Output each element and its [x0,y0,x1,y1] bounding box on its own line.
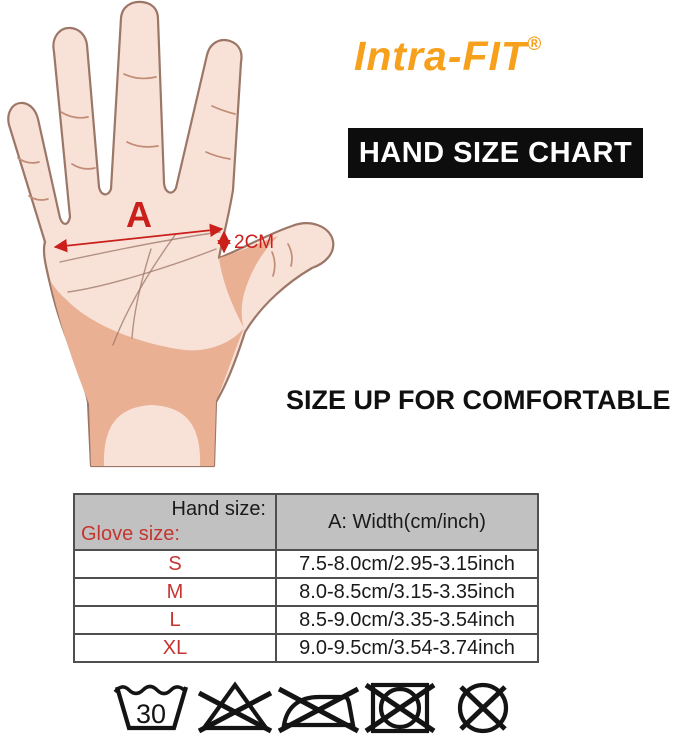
hand-shading [50,236,278,466]
glove-size-label: Glove size: [81,523,180,545]
wash-30-icon: 30 [113,684,189,731]
width-range-value: 8.5-9.0cm/3.35-3.54inch [275,605,539,635]
hand-size-label: Hand size: [171,498,267,520]
registered-trademark-icon: ® [526,34,541,55]
size-table: Hand size: Glove size: A: Width(cm/inch)… [73,493,539,663]
glove-size-value: S [73,549,277,579]
wash-temp: 30 [136,699,166,729]
table-row-l: L 8.5-9.0cm/3.35-3.54inch [73,605,539,635]
care-icons: 30 [113,681,509,734]
width-range-value: 9.0-9.5cm/3.54-3.74inch [275,633,539,663]
width-label-A: A [126,194,152,235]
table-row-m: M 8.0-8.5cm/3.15-3.35inch [73,577,539,607]
glove-size-value: XL [73,633,277,663]
hand-size-chart-banner: HAND SIZE CHART [348,128,643,178]
table-row-xl: XL 9.0-9.5cm/3.54-3.74inch [73,633,539,663]
tagline: SIZE UP FOR COMFORTABLE FIT [286,385,679,415]
width-range-value: 8.0-8.5cm/3.15-3.35inch [275,577,539,607]
do-not-iron-icon [277,686,360,734]
do-not-dry-clean-icon [457,682,509,734]
width-column-header: A: Width(cm/inch) [275,493,539,551]
do-not-tumble-dry-icon [364,682,436,734]
banner-title: HAND SIZE CHART [358,136,633,169]
brand-logo-text: Intra-FIT [354,33,527,79]
do-not-bleach-icon [197,681,273,734]
hand-illustration: A 2CM [7,0,335,468]
glove-size-value: M [73,577,277,607]
width-range-value: 7.5-8.0cm/2.95-3.15inch [275,549,539,579]
table-header-row: Hand size: Glove size: A: Width(cm/inch) [73,493,539,551]
measurement-annotations: A 2CM [53,194,274,254]
table-row-s: S 7.5-8.0cm/2.95-3.15inch [73,549,539,579]
table-corner-cell: Hand size: Glove size: [73,493,277,551]
depth-label-2cm: 2CM [234,232,274,253]
brand-logo: Intra-FIT® [354,33,541,80]
glove-size-value: L [73,605,277,635]
width-arrow [53,223,224,253]
